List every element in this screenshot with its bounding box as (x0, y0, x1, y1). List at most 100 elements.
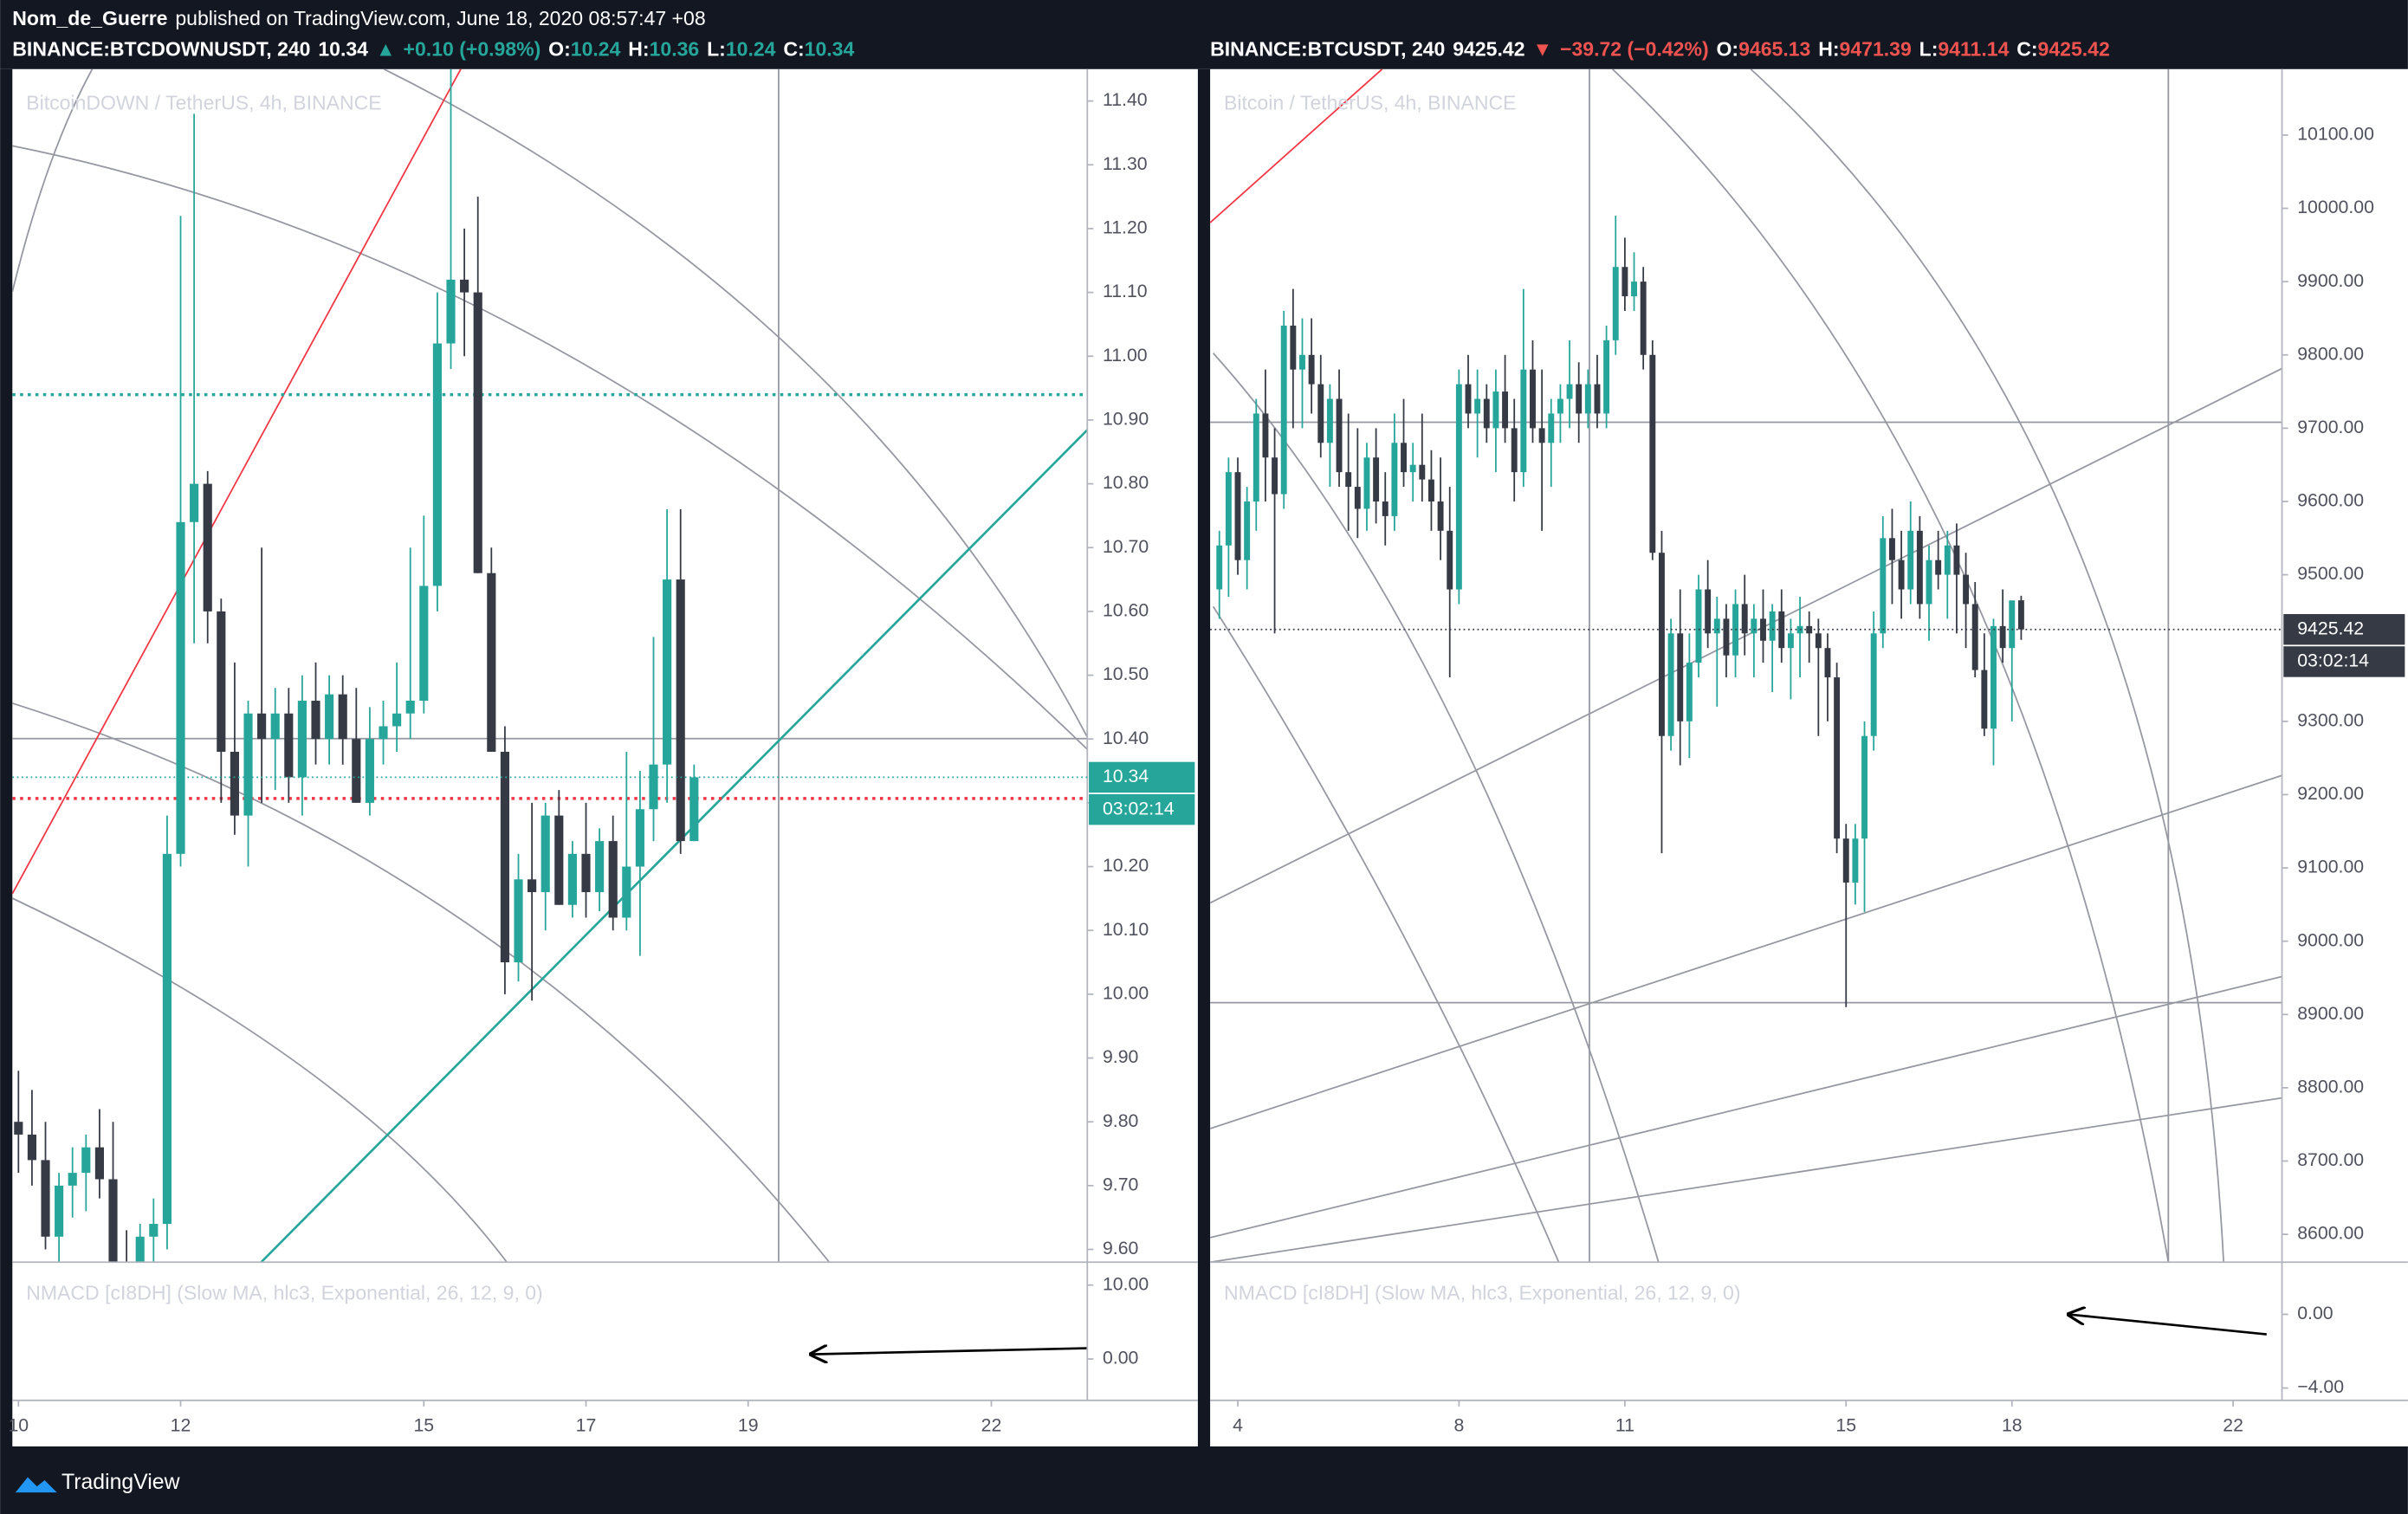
y-tick-label: 11.30 (1103, 153, 1148, 174)
y-tick-label: 10.80 (1103, 472, 1149, 493)
candle-body (1944, 545, 1951, 575)
candle-body (1990, 625, 1997, 729)
y-tick-label: 10.40 (1103, 728, 1149, 748)
candle-body (270, 713, 280, 740)
candle-body (1834, 677, 1841, 839)
candle-body (1861, 735, 1867, 839)
candle-body (622, 866, 631, 918)
x-tick-label: 18 (2002, 1415, 2023, 1436)
published: published on TradingView.com, June 18, 2… (175, 7, 705, 29)
y-tick-label: 8800.00 (2297, 1077, 2364, 1097)
legend-part: O: (548, 38, 571, 61)
candle-body (1898, 560, 1905, 590)
candle-body (1852, 838, 1859, 883)
candle-body (663, 579, 672, 765)
legend-part: 9425.42 (1453, 38, 1524, 61)
legend-part: 10.24 (571, 38, 621, 61)
legend: BINANCE:BTCUSDT, 240 9425.42 ▼ −39.72 (−0.4… (1210, 38, 2110, 61)
candle-body (528, 879, 537, 893)
candle-body (162, 853, 172, 1225)
candle-body (1290, 325, 1297, 370)
candle-body (94, 1147, 104, 1180)
candle-body (595, 841, 605, 893)
candle-body (649, 764, 658, 810)
candle-body (1963, 574, 1970, 605)
legend-part: H: (1818, 38, 1839, 61)
candle-body (365, 739, 374, 803)
candle-body (1317, 384, 1324, 443)
watermark: Bitcoin / TetherUS, 4h, BINANCE (1224, 92, 1517, 114)
candle-body (1373, 457, 1380, 501)
logo (15, 1477, 57, 1493)
candle-body (1557, 398, 1563, 414)
candle-body (1548, 413, 1555, 443)
candle-body (541, 815, 550, 893)
y-tick-label: 10.10 (1103, 919, 1149, 940)
price-tag-label: 9425.42 (2297, 618, 2364, 638)
x-tick-label: 12 (171, 1415, 191, 1436)
y-tick-label: 9.60 (1103, 1238, 1138, 1258)
candle-body (352, 739, 361, 803)
candle-body (392, 713, 402, 727)
candle-body (257, 713, 267, 740)
legend-part: 10.34 (318, 38, 368, 61)
candle-body (1336, 398, 1343, 473)
candle-body (1888, 538, 1895, 560)
candle-body (1787, 633, 1794, 649)
candle-body (1455, 384, 1462, 590)
candle-body (581, 853, 591, 893)
y-tick-label: 9700.00 (2297, 417, 2364, 437)
y-tick-label: 11.40 (1103, 89, 1148, 110)
candle-body (55, 1185, 64, 1237)
legend-part: 9425.42 (2038, 38, 2110, 61)
candle-body (676, 579, 685, 842)
candle-body (1253, 413, 1259, 501)
drawing-arc (12, 897, 508, 1263)
x-tick-label: 22 (2223, 1415, 2243, 1436)
legend-part: ▼ (1532, 38, 1552, 61)
candle-body (1272, 457, 1278, 495)
candle-body (1299, 354, 1305, 370)
fan-line (1210, 1097, 2282, 1263)
candle-body (1631, 281, 1637, 297)
fan-line (1210, 975, 2282, 1239)
footer-brand: TradingView (61, 1471, 180, 1494)
fan-line (1210, 774, 2282, 1129)
x-tick-label: 19 (738, 1415, 759, 1436)
candle-body (405, 701, 415, 714)
candle-body (514, 879, 523, 963)
candle-body (1363, 457, 1370, 509)
candle-body (1741, 604, 1748, 634)
drawing-arc (1212, 605, 1560, 1263)
y-tick-label: 0.00 (1103, 1348, 1138, 1368)
legend-part: ▲ (376, 38, 396, 61)
candle-body (190, 483, 199, 522)
candle-body (1677, 633, 1684, 721)
candle-body (1465, 384, 1472, 414)
candle-body (1262, 413, 1269, 458)
legend-part: C: (2016, 38, 2037, 61)
y-tick-label: 8600.00 (2297, 1223, 2364, 1244)
candle-body (1511, 428, 1518, 473)
candle-body (1769, 611, 1776, 641)
candle-body (1502, 391, 1509, 429)
legend-part: L: (1919, 38, 1939, 61)
candle-body (1713, 618, 1720, 634)
candle-body (1474, 398, 1481, 414)
candle-body (1538, 428, 1545, 443)
y-tick-label: 8700.00 (2297, 1149, 2364, 1170)
footer-bar (0, 1446, 2408, 1514)
legend-part: C: (783, 38, 804, 61)
y-tick-label: 9000.00 (2297, 929, 2364, 950)
candle-body (1576, 384, 1583, 414)
y-tick-label: 9200.00 (2297, 783, 2364, 804)
left-drawings (12, 68, 1088, 1263)
candle-body (1401, 443, 1407, 473)
y-tick-label: 11.20 (1103, 217, 1148, 238)
y-tick-label: 10.20 (1103, 855, 1149, 876)
y-tick-label: 9800.00 (2297, 343, 2364, 364)
candle-body (1382, 501, 1388, 516)
candle-body (473, 292, 482, 573)
candle-body (1612, 267, 1619, 340)
drawing-arc (1212, 353, 1660, 1263)
